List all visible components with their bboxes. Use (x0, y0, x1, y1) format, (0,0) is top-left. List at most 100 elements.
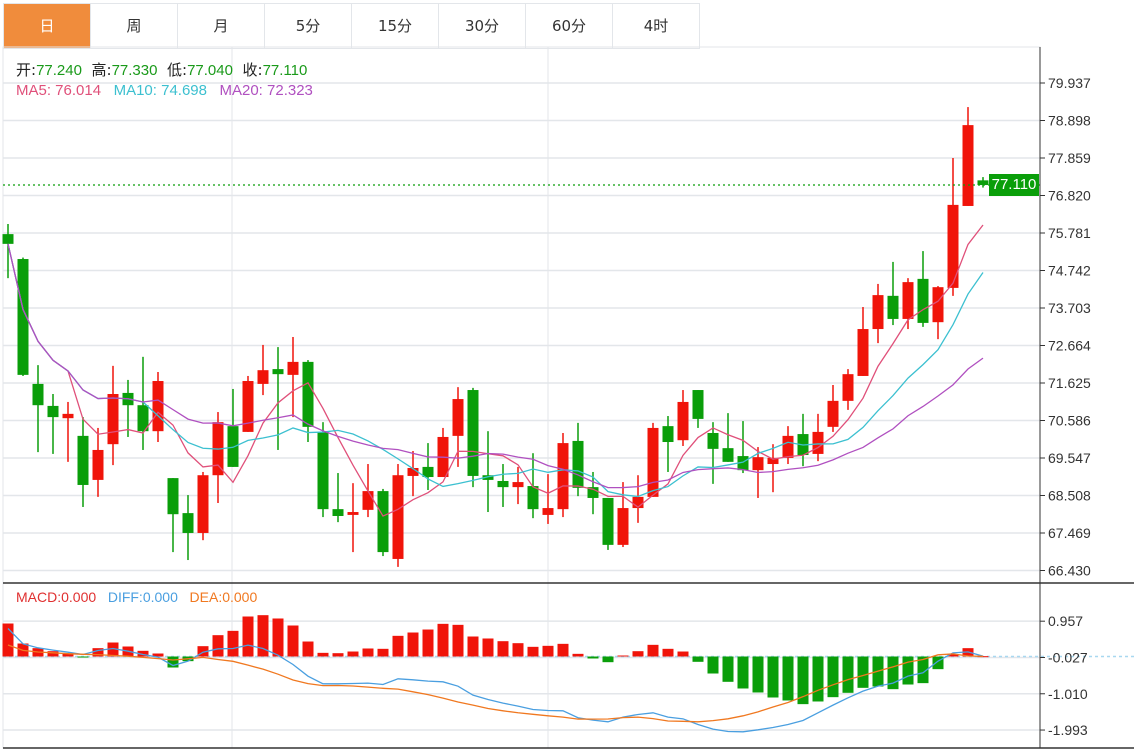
macd-bar-positive (947, 654, 959, 657)
candle-up (512, 482, 524, 488)
macd-bar-negative (857, 656, 869, 688)
macd-bar-positive (287, 625, 299, 657)
candle-up (827, 400, 839, 427)
candle-down (182, 513, 194, 533)
low-label: 低: (167, 61, 188, 79)
diff-value: DIFF:0.000 (107, 589, 178, 605)
macd-bar-negative (767, 656, 779, 698)
macd-bar-negative (902, 656, 914, 685)
candle-down (17, 259, 29, 375)
candle-down (302, 361, 314, 427)
candle-down (422, 466, 434, 478)
ma10-value: MA10: 74.698 (113, 82, 207, 99)
candle-up (752, 457, 764, 471)
macd-bar-negative (167, 656, 179, 668)
y-tick-label: 69.547 (1048, 450, 1091, 466)
ma10-line (7, 243, 984, 498)
macd-bar-positive (137, 650, 149, 657)
macd-bar-positive (152, 653, 164, 657)
macd-bar-positive (2, 623, 14, 657)
candle-up (857, 329, 869, 376)
ma20-value: MA20: 72.323 (219, 82, 313, 99)
candle-up (197, 475, 209, 533)
tab-30min[interactable]: 30分 (439, 4, 526, 48)
candle-up (542, 508, 554, 515)
y-tick-label: 74.742 (1048, 263, 1091, 279)
candle-down (722, 448, 734, 462)
candle-up (347, 512, 359, 515)
macd-bar-negative (842, 656, 854, 693)
macd-legend: MACD:0.000 DIFF:0.000 DEA:0.000 (16, 589, 257, 605)
macd-bar-positive (512, 643, 524, 657)
y-tick-label: 79.937 (1048, 75, 1091, 91)
candle-up (932, 287, 944, 323)
macd-bar-positive (542, 645, 554, 657)
diff-line (7, 628, 984, 733)
tab-month[interactable]: 月 (178, 4, 265, 48)
candle-down (32, 383, 44, 406)
y-tick-label: 70.586 (1048, 413, 1091, 429)
macd-bar-positive (47, 651, 59, 657)
macd-bar-positive (647, 644, 659, 657)
candle-up (767, 457, 779, 465)
candle-up (812, 431, 824, 454)
tab-5min[interactable]: 5分 (265, 4, 352, 48)
macd-bar-positive (347, 651, 359, 657)
macd-bar-positive (527, 646, 539, 657)
macd-bar-negative (917, 656, 929, 684)
close-label: 收: (242, 61, 263, 79)
candle-down (707, 432, 719, 449)
candle-up (557, 443, 569, 510)
macd-bar-negative (737, 656, 749, 689)
ma5-line (7, 224, 984, 517)
ma20-line (7, 243, 984, 489)
macd-bar-negative (692, 656, 704, 662)
candle-down (572, 440, 584, 488)
tab-4hour[interactable]: 4时 (613, 4, 700, 48)
dea-line (7, 644, 984, 723)
close-value: 77.110 (262, 62, 308, 79)
y-tick-label: 71.625 (1048, 375, 1091, 391)
open-label: 开: (16, 61, 37, 79)
macd-bar-positive (107, 642, 119, 657)
tab-60min[interactable]: 60分 (526, 4, 613, 48)
candle-up (257, 370, 269, 384)
y-tick-label: 67.469 (1048, 525, 1091, 541)
high-value: 77.330 (111, 62, 158, 79)
current-price-label: 77.110 (989, 174, 1039, 197)
y-tick-label: 75.781 (1048, 225, 1091, 241)
candle-down (332, 509, 344, 517)
candle-down (377, 491, 389, 553)
macd-bar-negative (812, 656, 824, 702)
dea-value: DEA:0.000 (189, 589, 258, 605)
candle-up (782, 435, 794, 458)
period-tabs: 日 周 月 5分 15分 30分 60分 4时 (3, 3, 700, 49)
ma5-value: MA5: 76.014 (16, 82, 102, 99)
macd-bar-positive (497, 641, 509, 657)
candle-down (47, 405, 59, 418)
macd-bar-negative (782, 656, 794, 701)
macd-bar-positive (212, 635, 224, 657)
candle-down (887, 295, 899, 319)
macd-bar-positive (677, 651, 689, 657)
ohlc-legend: 开:77.240 高:77.330 低:77.040 收:77.110 (16, 59, 307, 80)
candle-up (872, 295, 884, 330)
macd-bar-positive (257, 615, 269, 657)
candle-down (167, 478, 179, 515)
macd-bar-positive (437, 623, 449, 657)
tab-day[interactable]: 日 (4, 4, 91, 48)
macd-bar-positive (422, 629, 434, 657)
tab-15min[interactable]: 15分 (352, 4, 439, 48)
macd-bar-positive (617, 655, 629, 657)
candle-down (467, 390, 479, 476)
macd-bar-positive (467, 636, 479, 657)
tab-week[interactable]: 周 (91, 4, 178, 48)
candle-down (662, 426, 674, 443)
macd-bar-positive (317, 652, 329, 657)
macd-tick-label: -0.027 (1048, 649, 1088, 665)
macd-bar-negative (707, 656, 719, 674)
y-tick-label: 73.703 (1048, 300, 1091, 316)
candle-down (497, 480, 509, 488)
y-tick-label: 78.898 (1048, 113, 1091, 129)
